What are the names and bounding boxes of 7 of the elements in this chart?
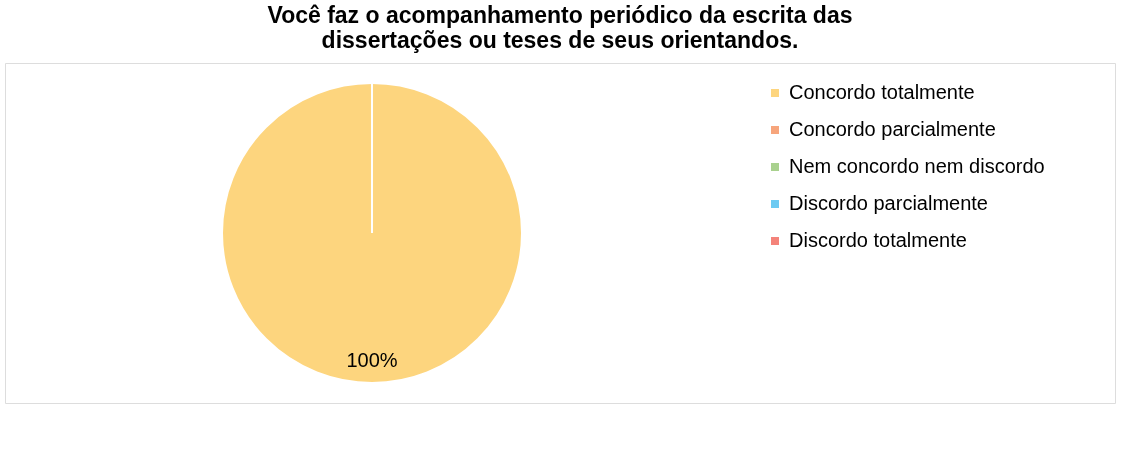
legend-label: Concordo parcialmente (789, 118, 996, 140)
legend-label: Discordo parcialmente (789, 192, 988, 214)
legend-label: Discordo totalmente (789, 229, 967, 251)
legend-label: Nem concordo nem discordo (789, 155, 1045, 177)
chart-title: Você faz o acompanhamento periódico da escrita das dissertações ou teses de seus orientandos. (267, 2, 853, 53)
data-label: 100% (346, 349, 398, 371)
legend-label: Concordo totalmente (789, 81, 975, 103)
